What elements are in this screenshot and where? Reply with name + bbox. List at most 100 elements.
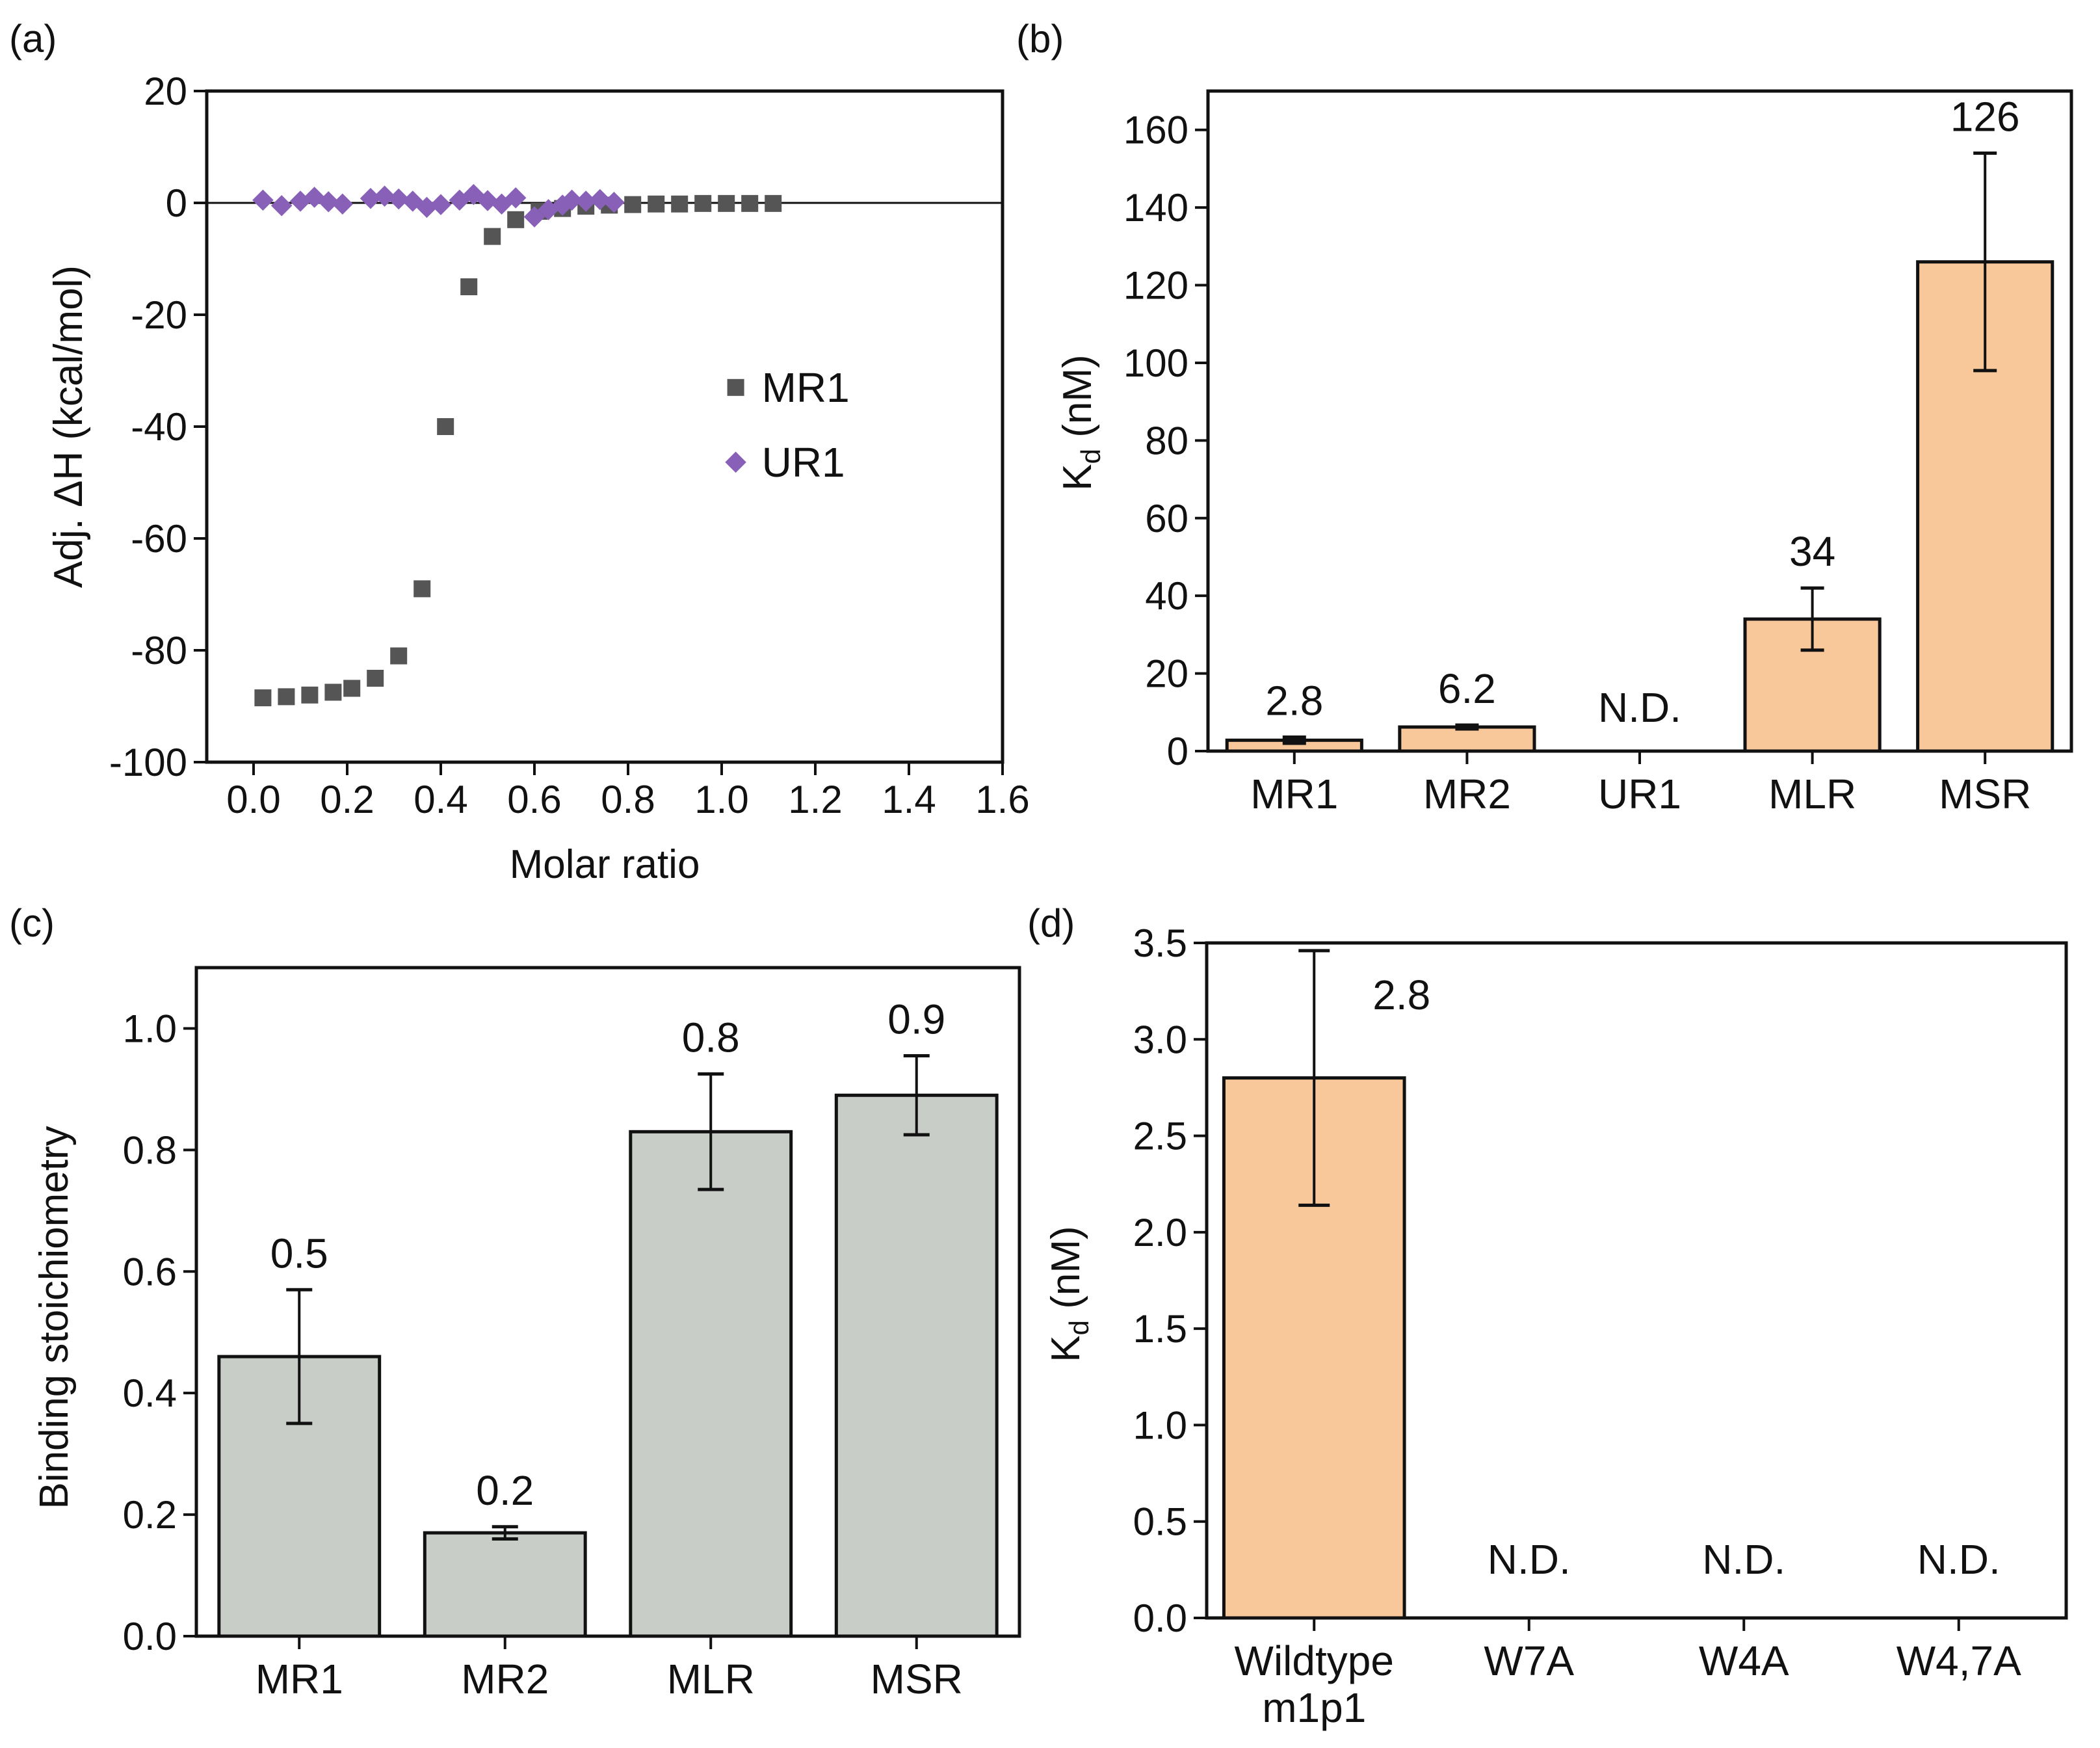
- panel-d-y-axis-label-main: K: [1043, 1335, 1088, 1362]
- panel-a-mr1-point: [324, 683, 342, 701]
- panel-d-value-label-nd: N.D.: [1488, 1536, 1571, 1583]
- panel-a-y-tick-label: -100: [109, 741, 187, 784]
- panel-d-x-tick-label: W7A: [1484, 1637, 1574, 1684]
- panel-a-mr1-point: [671, 195, 689, 213]
- panel-a-ur1-point: [332, 193, 354, 215]
- panel-a-ur1-point: [523, 206, 545, 228]
- panel-c-y-tick-label: 0.6: [123, 1250, 177, 1293]
- panel-c-y-axis-label: Binding stoichiometry: [32, 1126, 77, 1509]
- panel-b-y-axis-label: Kd (nM): [1055, 354, 1106, 490]
- panel-a-label: (a): [9, 17, 57, 60]
- panel-d-x-tick-label: W4A: [1699, 1637, 1789, 1684]
- panel-c-x-tick-label: MR2: [461, 1656, 549, 1702]
- panel-c-bar: [629, 1130, 793, 1638]
- panel-a-x-tick-label: 0.2: [320, 778, 374, 821]
- panel-b-y-tick-label: 0: [1167, 730, 1188, 773]
- panel-d-x-tick-label: m1p1: [1262, 1684, 1366, 1731]
- panel-a-y-axis-label: Adj. ΔH (kcal/mol): [46, 265, 91, 588]
- panel-a-legend-marker-mr1: [727, 378, 744, 396]
- panel-a-ur1-point: [360, 187, 382, 209]
- panel-a-x-tick-label: 1.2: [788, 778, 842, 821]
- panel-a-x-tick-label: 0.8: [601, 778, 655, 821]
- panel-a-mr1-point: [413, 580, 431, 598]
- panel-d-y-tick-label: 0.0: [1133, 1596, 1187, 1640]
- panel-c-value-label: 0.9: [887, 996, 945, 1043]
- panel-c-y-tick-label: 0.4: [123, 1371, 177, 1415]
- panel-b-value-label: 34: [1789, 528, 1835, 575]
- panel-d-y-tick-label: 3.5: [1133, 921, 1187, 965]
- panel-a-legend-label-ur1: UR1: [762, 439, 845, 486]
- panel-a-mr1-point: [648, 195, 665, 213]
- panel-d-y-axis-label: Kd (nM): [1043, 1226, 1094, 1362]
- panel-b-value-label: 126: [1950, 94, 2020, 140]
- panel-b-y-axis-label-main: K: [1055, 464, 1100, 490]
- panel-d-y-tick-label: 0.5: [1133, 1500, 1187, 1544]
- panel-d-x-tick-label: W4,7A: [1897, 1637, 2021, 1684]
- panel-a-mr1-point: [507, 211, 525, 228]
- panel-d-value-label-nd: N.D.: [1702, 1536, 1785, 1583]
- panel-a-y-tick-label: -80: [131, 629, 187, 672]
- panel-a-ur1-point: [589, 189, 611, 211]
- panel-b-y-tick-label: 100: [1123, 341, 1188, 385]
- panel-c-x-tick-label: MLR: [667, 1656, 755, 1702]
- panel-c-frame: [194, 966, 1021, 1638]
- panel-a-ur1-point: [252, 189, 274, 211]
- panel-a-x-tick-label: 0.0: [226, 778, 280, 821]
- panel-d-value-label-nd: N.D.: [1917, 1536, 2001, 1583]
- panel-c-x-tick-label: MR1: [256, 1656, 343, 1702]
- panel-c-stoichiometry-chart: (c) 0.0 0.2 0.4 0.6 0.8 1.0 MR1 0.5 MR2 0.2 MLR 0.8…: [9, 901, 1021, 1702]
- panel-d-y-tick-label: 3.0: [1133, 1018, 1187, 1061]
- panel-c-value-label: 0.5: [270, 1230, 328, 1277]
- panel-b-value-label: 2.8: [1265, 678, 1323, 724]
- panel-a-ur1-point: [505, 187, 527, 209]
- panel-a-y-tick-label: -60: [131, 517, 187, 561]
- panel-b-bar: [1398, 725, 1536, 753]
- panel-b-y-tick-label: 40: [1145, 574, 1188, 618]
- panel-a-mr1-point: [624, 196, 642, 213]
- panel-b-x-tick-label: MLR: [1768, 771, 1856, 817]
- panel-a-ur1-point: [430, 194, 452, 215]
- panel-a-ur1-point: [317, 191, 339, 213]
- panel-b-y-tick-label: 20: [1145, 652, 1188, 696]
- panel-a-mr1-point: [367, 670, 384, 687]
- panel-c-value-label: 0.2: [476, 1467, 534, 1514]
- panel-c-label: (c): [9, 901, 55, 945]
- panel-a-x-tick-label: 0.4: [413, 778, 467, 821]
- panel-d-value-label: 2.8: [1372, 972, 1430, 1018]
- panel-b-y-tick-label: 80: [1145, 419, 1188, 462]
- panel-a-y-tick-label: 0: [166, 181, 187, 225]
- panel-b-y-axis-label-unit: (nM): [1055, 354, 1100, 449]
- panel-a-mr1-point: [301, 686, 319, 704]
- panel-d-y-axis-label-unit: (nM): [1043, 1226, 1088, 1320]
- panel-a-ur1-point: [387, 188, 410, 210]
- panel-b-y-axis-label-sub: d: [1075, 449, 1106, 464]
- panel-b-value-label-nd: N.D.: [1598, 684, 1681, 731]
- panel-a-mr1-point: [741, 194, 759, 212]
- panel-d-kd-mutants-chart: (d) 0.0 0.5 1.0 1.5 2.0 2.5 3.0 3.5 Wildtypem1p1…: [1027, 901, 2068, 1731]
- panel-b-value-label: 6.2: [1438, 665, 1496, 712]
- panel-a-mr1-point: [390, 647, 408, 665]
- panel-b-x-tick-label: MR1: [1250, 771, 1338, 817]
- panel-a-x-tick-label: 0.6: [507, 778, 561, 821]
- panel-a-ur1-point: [575, 191, 597, 212]
- panel-a-mr1-point: [484, 228, 501, 245]
- panel-c-y-tick-label: 0.0: [123, 1615, 177, 1658]
- panel-d-y-tick-label: 1.0: [1133, 1403, 1187, 1447]
- panel-a-mr1-point: [694, 194, 712, 212]
- panel-c-y-tick-label: 0.8: [123, 1128, 177, 1172]
- panel-a-mr1-point: [765, 194, 782, 212]
- panel-a-x-tick-label: 1.0: [694, 778, 748, 821]
- panel-a-y-tick-label: -20: [131, 293, 187, 337]
- panel-b-x-tick-label: UR1: [1598, 771, 1681, 817]
- panel-a-ur1-point: [477, 190, 499, 211]
- panel-a-ur1-point: [603, 191, 625, 213]
- panel-a-mr1-point: [718, 194, 735, 212]
- panel-a-ur1-point: [270, 195, 293, 217]
- panel-a-mr1-point: [437, 418, 454, 435]
- panel-b-x-tick-label: MSR: [1939, 771, 2031, 817]
- panel-c-y-tick-label: 1.0: [123, 1007, 177, 1050]
- panel-a-mr1-point: [343, 680, 361, 697]
- panel-a-mr1-point: [278, 688, 295, 706]
- panel-a-itc-chart: (a) 0.0 0.2 0.4 0.6 0.8 1.0 1.2 1.4 1.6 -100 -80 -6…: [9, 17, 1030, 887]
- panel-a-x-axis-label: Molar ratio: [510, 842, 700, 887]
